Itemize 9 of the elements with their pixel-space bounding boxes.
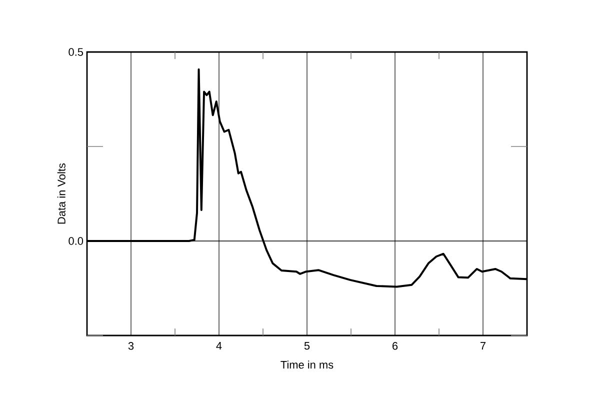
y-axis-title: Data in Volts bbox=[57, 163, 66, 224]
x-tick-label: 6 bbox=[392, 342, 398, 350]
x-tick-label: 5 bbox=[304, 342, 310, 350]
x-tick-label: 7 bbox=[480, 342, 486, 350]
x-tick-label: 3 bbox=[128, 342, 134, 350]
y-tick-label: 0.0 bbox=[68, 237, 84, 245]
x-tick-label: 4 bbox=[216, 342, 222, 350]
y-tick-label: 0.5 bbox=[68, 48, 84, 56]
x-axis-title: Time in ms bbox=[280, 360, 334, 369]
